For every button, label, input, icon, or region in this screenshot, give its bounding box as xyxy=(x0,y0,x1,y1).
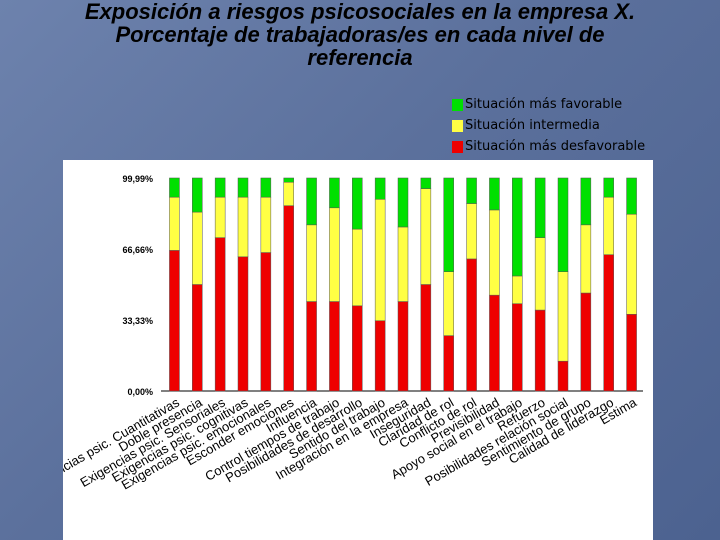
legend-label-favorable: Situación más favorable xyxy=(465,97,623,112)
bar-segment xyxy=(283,181,294,206)
bar-segment xyxy=(374,177,386,200)
legend-swatch-intermedia xyxy=(452,119,463,132)
bar-segment xyxy=(603,196,614,255)
bar-segment xyxy=(329,301,340,392)
legend-item-desfavorable: Situación más desfavorable xyxy=(452,136,645,157)
bar-segment xyxy=(420,284,432,392)
legend-swatch-favorable xyxy=(452,98,463,111)
bar-segment xyxy=(397,177,409,228)
bar-segment xyxy=(580,224,592,294)
bar-segment xyxy=(466,258,477,392)
y-tick-label: 33,33% xyxy=(122,316,153,326)
bar-segment xyxy=(329,177,340,209)
bar-segment xyxy=(192,211,203,285)
legend-item-intermedia: Situación intermedia xyxy=(452,115,645,136)
chart-area: 0,00% 33,33% 66,66% 99,99% Exigencias psic. … xyxy=(63,160,653,540)
bar-segment xyxy=(192,177,203,213)
bar-segment xyxy=(306,177,317,226)
chart-legend: Situación más favorable Situación interm… xyxy=(452,94,645,157)
bar-segment xyxy=(352,228,363,307)
bar-segment xyxy=(580,292,592,392)
legend-item-favorable: Situación más favorable xyxy=(452,94,645,115)
bar-segment xyxy=(512,275,523,304)
bar-segment xyxy=(420,177,432,189)
bar-segment xyxy=(169,196,180,251)
bar-segment xyxy=(466,177,477,204)
y-tick-label: 99,99% xyxy=(122,174,153,184)
bar-segment xyxy=(580,177,592,226)
bar-segment xyxy=(466,203,477,260)
bar-segment xyxy=(626,177,637,215)
legend-label-desfavorable: Situación más desfavorable xyxy=(465,139,646,154)
bar-segment xyxy=(169,177,180,198)
bar-segment xyxy=(557,271,569,362)
bar-segment xyxy=(557,360,569,392)
title-line-2: Porcentaje de trabajadoras/es en cada ni… xyxy=(115,22,605,47)
y-tick-label: 66,66% xyxy=(122,245,153,255)
y-tick-label: 0,00% xyxy=(127,387,153,397)
legend-swatch-desfavorable xyxy=(452,140,463,153)
bar-segment xyxy=(489,294,500,392)
bar-segment xyxy=(534,237,546,311)
bar-segment xyxy=(397,301,409,392)
bar-segment xyxy=(260,252,272,392)
bar-segment xyxy=(214,237,226,392)
bar-segment xyxy=(283,177,294,183)
bar-segment xyxy=(214,177,226,198)
bar-segment xyxy=(443,177,454,272)
bar-segment xyxy=(443,271,454,336)
bar-segment xyxy=(237,177,249,198)
bar-segment xyxy=(626,314,637,392)
bar-segment xyxy=(306,301,317,392)
chart-title: Exposición a riesgos psicosociales en la… xyxy=(0,0,720,69)
bar-segment xyxy=(512,177,523,277)
bar-segment xyxy=(237,196,249,258)
bar-segment xyxy=(557,177,569,272)
bar-segment xyxy=(443,335,454,392)
bar-segment xyxy=(534,309,546,392)
bar-segment xyxy=(626,213,637,315)
bar-segment xyxy=(374,199,386,321)
bar-segment xyxy=(603,177,614,198)
bar-segment xyxy=(374,320,386,392)
bar-segment xyxy=(489,177,500,211)
title-line-3: referencia xyxy=(307,45,413,70)
title-line-1: Exposición a riesgos psicosociales en la… xyxy=(84,0,636,24)
bar-segment xyxy=(329,207,340,302)
bar-segment xyxy=(169,250,180,392)
bar-segment xyxy=(534,177,546,238)
stacked-bar-chart: 0,00%33,33%66,66%99,99%Exigencias psic. … xyxy=(63,174,643,494)
legend-label-intermedia: Situación intermedia xyxy=(465,118,600,133)
bar-segment xyxy=(192,284,203,392)
bar-segment xyxy=(420,188,432,285)
bar-segment xyxy=(352,305,363,392)
bar-segment xyxy=(306,224,317,302)
bar-segment xyxy=(352,177,363,230)
bar-segment xyxy=(237,256,249,392)
bar-segment xyxy=(512,303,523,392)
bar-segment xyxy=(260,177,272,198)
bar-segment xyxy=(489,209,500,296)
bar-segment xyxy=(260,196,272,253)
bar-segment xyxy=(603,254,614,392)
bar-segment xyxy=(397,226,409,302)
bar-segment xyxy=(214,196,226,238)
bar-segment xyxy=(283,205,294,392)
